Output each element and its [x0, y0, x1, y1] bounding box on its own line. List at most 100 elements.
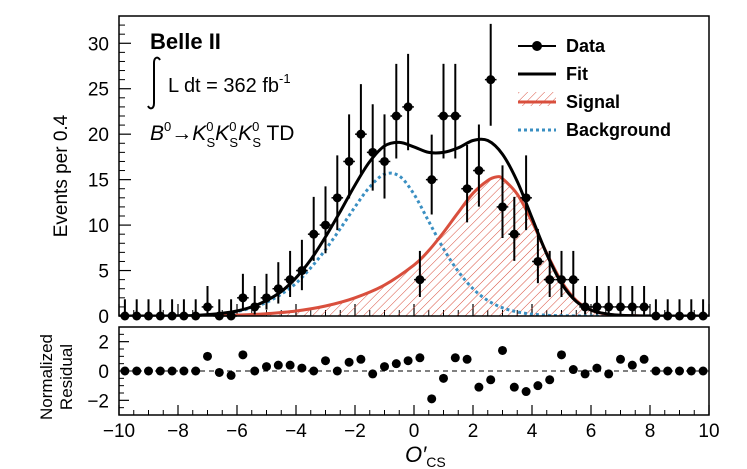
data-point [332, 193, 342, 203]
signal-area [119, 176, 709, 316]
residual-x-tick-label: 0 [409, 421, 420, 442]
luminosity-label: L dt = 362 fb-1 [168, 71, 291, 97]
data-point [486, 75, 496, 85]
residual-point [450, 353, 460, 363]
data-point [321, 220, 330, 230]
residual-point [132, 366, 142, 376]
residual-point [155, 366, 165, 376]
data-point [415, 275, 425, 285]
data-point [285, 275, 295, 285]
residual-point [509, 382, 519, 392]
residual-point [344, 357, 354, 367]
process-k3: K [238, 122, 253, 145]
residual-panel: −2 0 2 −10 −8 −6 −4 −2 0 2 4 6 8 10 Normalized Resid… [37, 326, 720, 469]
residual-point [356, 354, 366, 364]
main-axes-frame [118, 15, 710, 317]
data-point [616, 302, 625, 312]
residual-point [698, 366, 708, 376]
data-point [462, 184, 472, 194]
residual-point [179, 366, 189, 376]
data-point [545, 275, 555, 285]
legend-entry-background: Background [518, 120, 671, 140]
data-point [238, 293, 248, 303]
residual-point [144, 366, 153, 376]
residual-point [214, 367, 224, 377]
process-k2-sub: S [229, 135, 238, 150]
data-point [344, 156, 354, 166]
process-label: B0→K0 SK0 SK0 S TD [150, 119, 294, 150]
experiment-label: Belle II [150, 29, 221, 54]
residual-point [580, 369, 590, 379]
legend-signal-hatch [518, 92, 556, 106]
residual-points [120, 345, 708, 404]
residual-point [533, 381, 543, 391]
residual-point [321, 356, 330, 366]
residual-axes-frame [118, 326, 710, 416]
residual-x-tick-label: −4 [285, 421, 307, 442]
residual-point [545, 375, 555, 385]
data-point [568, 275, 578, 285]
residual-point [250, 366, 260, 376]
residual-x-tick-label: −6 [226, 421, 248, 442]
data-point [521, 193, 531, 203]
residual-point [486, 375, 496, 385]
residual-point [191, 366, 201, 376]
data-point [273, 284, 283, 294]
process-suffix: TD [261, 122, 294, 145]
residual-point [427, 394, 437, 404]
main-y-tick-label: 0 [98, 307, 109, 328]
legend-fit-label: Fit [566, 64, 588, 84]
residual-y-tick-label: −2 [87, 391, 109, 412]
data-point [627, 302, 637, 312]
residual-point [557, 350, 566, 360]
residual-point [675, 366, 684, 376]
integral-sign [147, 56, 161, 110]
data-point [309, 229, 319, 239]
residual-point [368, 369, 378, 379]
residual-point [462, 354, 472, 364]
residual-y-tick-label: 2 [98, 333, 109, 354]
residual-x-tick-label: 6 [586, 421, 597, 442]
process-prefix-sup: 0 [164, 119, 171, 134]
main-y-axis-label: Events per 0.4 [51, 114, 72, 237]
main-y-tick-label: 10 [88, 216, 109, 237]
process-k1-sup: 0 [206, 119, 213, 134]
residual-point [616, 354, 625, 364]
data-point [391, 111, 401, 121]
residual-point [226, 370, 236, 380]
legend-entry-data: Data [518, 36, 606, 56]
data-point [450, 111, 460, 121]
data-point [592, 302, 602, 312]
legend-data-marker [532, 41, 542, 51]
residual-y-tick-label: 0 [98, 362, 109, 383]
residual-point [120, 366, 130, 376]
data-point [380, 156, 389, 166]
data-point [297, 266, 307, 276]
main-panel: 0 5 10 15 20 25 30 Events per 0.4 Belle II L d… [51, 15, 710, 328]
residual-x-tick-label: 2 [468, 421, 479, 442]
x-axis-label-main: O′ [405, 442, 427, 467]
residual-point [403, 356, 413, 366]
process-k2-sup: 0 [229, 119, 236, 134]
process-prefix: B [150, 122, 164, 145]
residual-x-tick-label: 8 [645, 421, 656, 442]
main-y-tick-labels: 0 5 10 15 20 25 30 [88, 34, 109, 328]
residual-point [391, 359, 401, 369]
residual-y-label-line1: Normalized [37, 334, 56, 420]
residual-point [238, 350, 248, 360]
residual-point [332, 366, 342, 376]
legend: Data Fit Signal Background [518, 36, 671, 140]
residual-point [651, 366, 661, 376]
residual-point [167, 366, 177, 376]
legend-background-label: Background [566, 120, 671, 140]
residual-point [498, 345, 507, 355]
residual-point [309, 366, 319, 376]
residual-x-tick-label: 10 [698, 421, 719, 442]
process-arrow: → [171, 122, 192, 145]
residual-point [474, 382, 484, 392]
residual-point [439, 373, 448, 383]
main-y-tick-label: 30 [88, 34, 109, 55]
main-y-tick-label: 25 [88, 80, 109, 101]
legend-signal-label: Signal [566, 92, 620, 112]
main-y-tick-label: 15 [88, 171, 109, 192]
